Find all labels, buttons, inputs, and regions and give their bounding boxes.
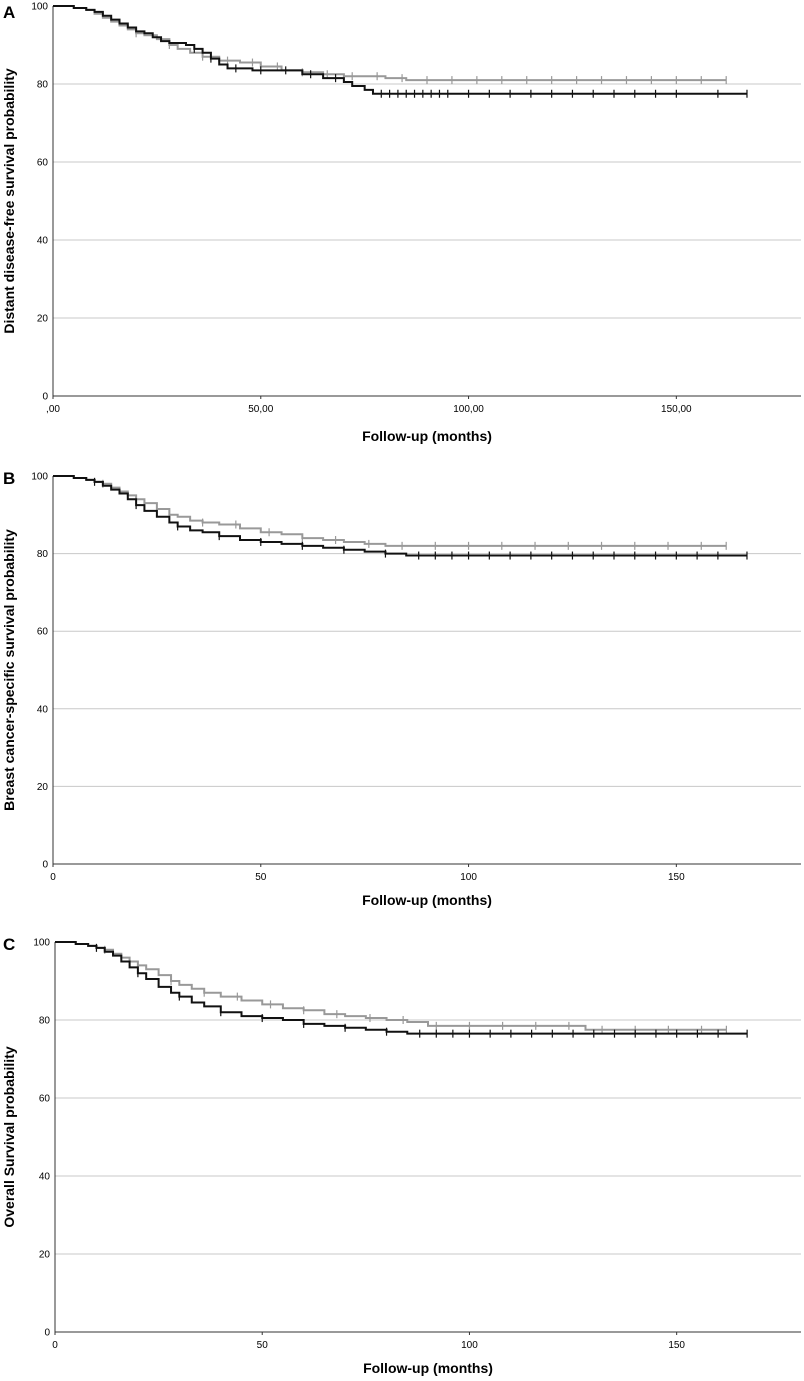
y-tick-label: 60 [39,1094,51,1105]
survival-curve [55,941,748,1035]
x-axis-label: Follow-up (months) [363,1360,493,1376]
y-tick-label: 0 [42,860,48,871]
y-tick-label: 0 [42,392,48,403]
x-tick-label: 50 [257,1340,269,1351]
y-tick-label: 20 [37,314,49,325]
y-tick-label: 80 [37,549,49,560]
x-tick-label: 100 [461,1340,478,1351]
x-axis-label: Follow-up (months) [362,428,492,444]
y-tick-label: 20 [39,1250,51,1261]
y-axis-label: Distant disease-free survival probabilit… [1,68,17,334]
y-tick-label: 80 [37,80,49,91]
panel-letter: C [3,935,15,954]
panel-letter: B [3,469,15,488]
x-tick-label: 150,00 [661,404,692,415]
survival-curve [53,5,747,95]
x-tick-label: 150 [668,872,685,883]
survival-curve [53,475,747,557]
panel-c: C 0 20 40 60 80 100 0 50 100 150 Follow-up (months)… [1,935,801,1376]
y-axis-label: Overall Survival probability [1,1046,17,1228]
x-tick-label: 150 [668,1340,685,1351]
x-axis-label: Follow-up (months) [362,892,492,908]
x-tick-label: 50,00 [248,404,273,415]
y-tick-label: 20 [37,782,49,793]
y-tick-label: 40 [37,236,49,247]
survival-curve [55,941,727,1031]
x-tick-label: ,00 [46,404,60,415]
panel-b: B 0 20 40 60 80 100 0 50 100 150 Follow-up (months)… [1,469,801,908]
y-tick-label: 100 [31,472,48,483]
y-axis-label: Breast cancer-specific survival probabil… [1,529,17,811]
y-tick-label: 40 [37,704,49,715]
x-tick-label: 100,00 [453,404,484,415]
y-tick-label: 0 [44,1328,50,1339]
x-tick-label: 0 [50,872,56,883]
y-tick-label: 40 [39,1172,51,1183]
x-tick-label: 50 [255,872,267,883]
y-tick-label: 100 [33,938,50,949]
x-tick-label: 100 [460,872,477,883]
y-tick-label: 60 [37,627,49,638]
y-tick-label: 60 [37,158,49,169]
survival-curve [53,5,727,82]
y-tick-label: 80 [39,1016,51,1027]
x-tick-label: 0 [52,1340,58,1351]
panel-letter: A [3,3,15,22]
y-tick-label: 100 [31,2,48,13]
